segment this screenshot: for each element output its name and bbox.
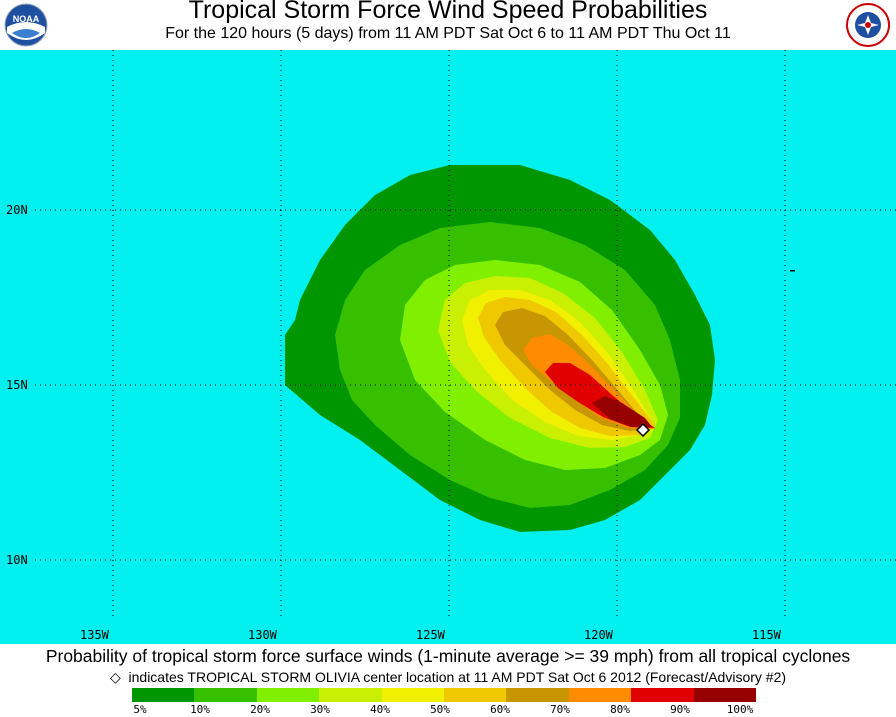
probability-scale-labels: 5% 10% 20% 30% 40% 50% 60% 70% 80% 90% 100% (0, 703, 896, 717)
page-title: Tropical Storm Force Wind Speed Probabil… (188, 0, 708, 24)
longitude-label: 120W (584, 628, 613, 642)
storm-center-marker (635, 422, 651, 438)
scale-swatch (194, 688, 257, 702)
scale-label: 80% (610, 703, 630, 716)
page-subtitle: For the 120 hours (5 days) from 11 AM PD… (165, 25, 731, 42)
probability-map: 20N 15N 10N 135W 130W 125W 120W 115W (0, 50, 896, 644)
scale-label: 50% (430, 703, 450, 716)
scale-label: 40% (370, 703, 390, 716)
latitude-label: 15N (6, 378, 28, 392)
latitude-label: 20N (6, 203, 28, 217)
contour-90-percent (592, 396, 652, 427)
latitude-label: 10N (6, 553, 28, 567)
longitude-label: 125W (416, 628, 445, 642)
scale-swatch (319, 688, 382, 702)
probability-contours (35, 50, 896, 620)
grid-lines (35, 50, 896, 620)
scale-swatch (568, 688, 632, 702)
noaa-logo-text: NOAA (13, 14, 40, 24)
scale-swatch (132, 688, 195, 702)
probability-color-scale (132, 688, 757, 702)
scale-swatch (631, 688, 694, 702)
storm-center-note: ◇ indicates TROPICAL STORM OLIVIA center… (0, 669, 896, 686)
scale-swatch (256, 688, 320, 702)
scale-label: 10% (190, 703, 210, 716)
storm-center-legend-symbol: ◇ (109, 669, 121, 685)
longitude-label: 115W (752, 628, 781, 642)
scale-label: 90% (670, 703, 690, 716)
nws-logo (846, 3, 890, 47)
scale-swatch (693, 688, 757, 702)
map-caption: Probability of tropical storm force surf… (45, 646, 851, 666)
scale-label: 70% (550, 703, 570, 716)
scale-swatch (506, 688, 569, 702)
scale-swatch (444, 688, 507, 702)
storm-center-legend-text: indicates TROPICAL STORM OLIVIA center l… (128, 669, 787, 685)
header: NOAA Tropical Storm Force Wind Speed Pro… (0, 0, 896, 50)
longitude-label: 135W (80, 628, 109, 642)
noaa-logo: NOAA (4, 3, 48, 47)
scale-label: 30% (310, 703, 330, 716)
scale-label: 100% (726, 703, 754, 716)
longitude-label: 130W (248, 628, 277, 642)
map-tick-mark (790, 270, 795, 272)
scale-swatch (381, 688, 445, 702)
scale-label: 60% (490, 703, 510, 716)
scale-label: 20% (250, 703, 270, 716)
scale-label: 5% (133, 703, 147, 716)
